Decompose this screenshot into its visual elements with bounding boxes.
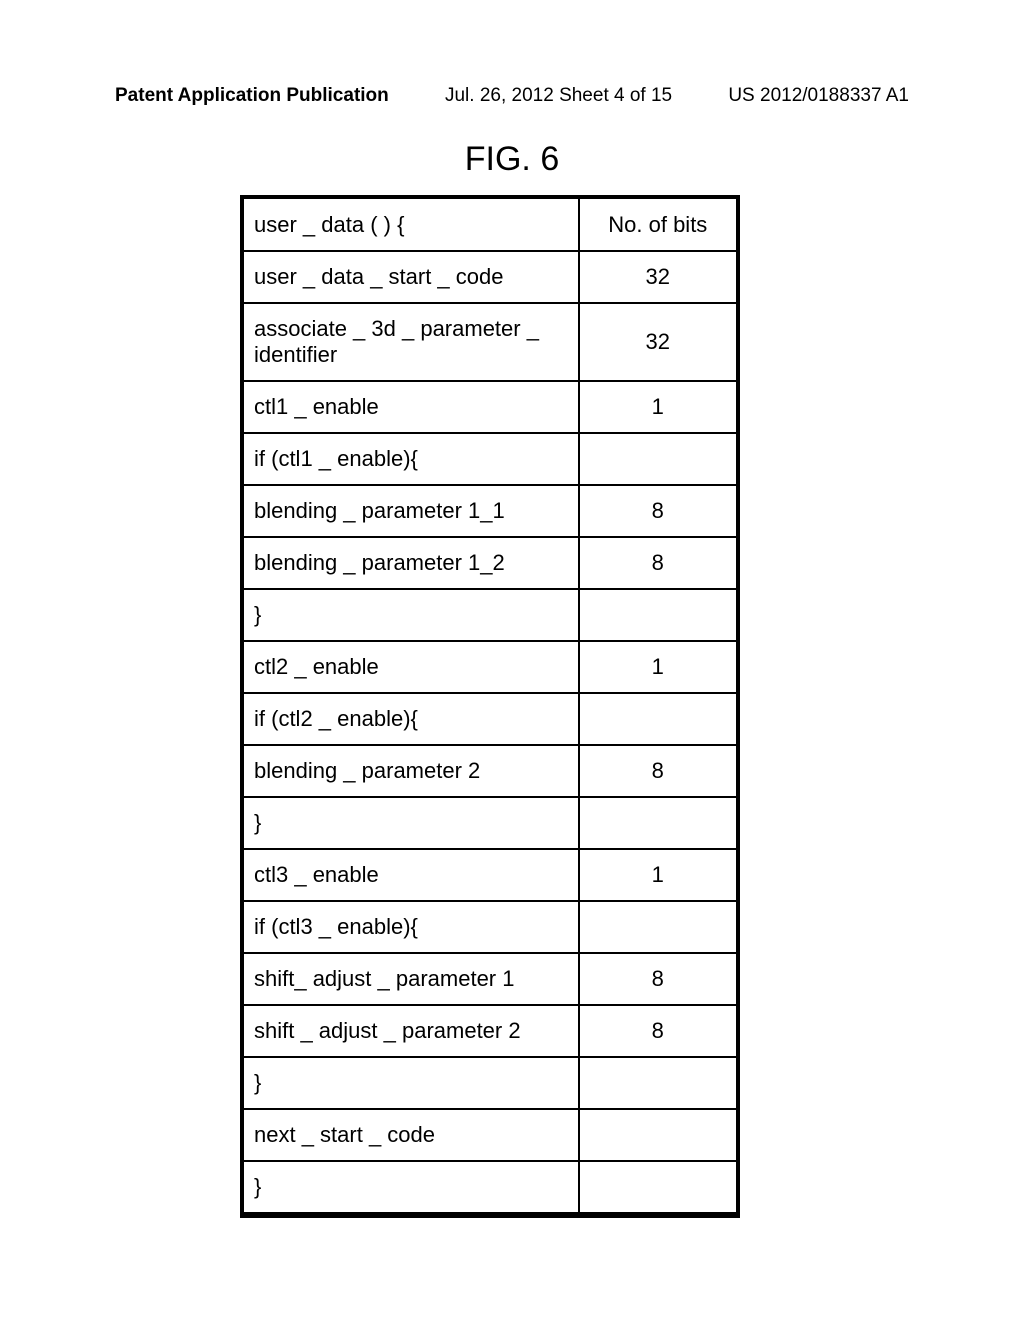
bits-cell — [579, 901, 736, 953]
table-row: blending _ parameter 28 — [244, 745, 736, 797]
syntax-cell: blending _ parameter 1_2 — [244, 537, 579, 589]
bits-cell: 32 — [579, 251, 736, 303]
syntax-table: user _ data ( ) { No. of bits user _ dat… — [240, 195, 740, 1218]
table-header-syntax: user _ data ( ) { — [244, 199, 579, 251]
syntax-cell: shift _ adjust _ parameter 2 — [244, 1005, 579, 1057]
table-row: next _ start _ code — [244, 1109, 736, 1161]
syntax-cell: } — [244, 797, 579, 849]
syntax-cell: if (ctl3 _ enable){ — [244, 901, 579, 953]
bits-cell: 8 — [579, 953, 736, 1005]
bits-cell — [579, 1057, 736, 1109]
syntax-cell: blending _ parameter 1_1 — [244, 485, 579, 537]
table-row: if (ctl1 _ enable){ — [244, 433, 736, 485]
table-row: blending _ parameter 1_18 — [244, 485, 736, 537]
table-row: if (ctl3 _ enable){ — [244, 901, 736, 953]
syntax-cell: next _ start _ code — [244, 1109, 579, 1161]
table-row: ctl2 _ enable1 — [244, 641, 736, 693]
table-row: } — [244, 1057, 736, 1109]
table-row: ctl1 _ enable1 — [244, 381, 736, 433]
syntax-cell: } — [244, 1057, 579, 1109]
bits-cell: 8 — [579, 1005, 736, 1057]
header-sheet-info: Jul. 26, 2012 Sheet 4 of 15 — [445, 85, 672, 107]
table-header-row: user _ data ( ) { No. of bits — [244, 199, 736, 251]
bits-cell — [579, 693, 736, 745]
table-row: blending _ parameter 1_28 — [244, 537, 736, 589]
syntax-cell: if (ctl2 _ enable){ — [244, 693, 579, 745]
table-row: } — [244, 589, 736, 641]
table-header-bits: No. of bits — [579, 199, 736, 251]
table-row: shift _ adjust _ parameter 28 — [244, 1005, 736, 1057]
bits-cell: 1 — [579, 641, 736, 693]
bits-cell: 32 — [579, 303, 736, 381]
syntax-cell: ctl3 _ enable — [244, 849, 579, 901]
table-row: if (ctl2 _ enable){ — [244, 693, 736, 745]
syntax-cell: shift_ adjust _ parameter 1 — [244, 953, 579, 1005]
header-patent-number: US 2012/0188337 A1 — [728, 85, 909, 107]
bits-cell — [579, 797, 736, 849]
figure-title: FIG. 6 — [0, 140, 1024, 179]
syntax-cell: } — [244, 1161, 579, 1213]
bits-cell: 8 — [579, 537, 736, 589]
bits-cell — [579, 433, 736, 485]
bits-cell: 8 — [579, 485, 736, 537]
bits-cell: 1 — [579, 381, 736, 433]
table-row: shift_ adjust _ parameter 18 — [244, 953, 736, 1005]
syntax-cell: blending _ parameter 2 — [244, 745, 579, 797]
table-row: user _ data _ start _ code32 — [244, 251, 736, 303]
page-header: Patent Application Publication Jul. 26, … — [115, 85, 909, 107]
syntax-cell: if (ctl1 _ enable){ — [244, 433, 579, 485]
bits-cell — [579, 1161, 736, 1213]
syntax-cell: user _ data _ start _ code — [244, 251, 579, 303]
bits-cell: 1 — [579, 849, 736, 901]
bits-cell — [579, 589, 736, 641]
header-publication: Patent Application Publication — [115, 85, 389, 107]
table-row: associate _ 3d _ parameter _ identifier3… — [244, 303, 736, 381]
table-row: } — [244, 1161, 736, 1213]
syntax-cell: associate _ 3d _ parameter _ identifier — [244, 303, 579, 381]
table-row: } — [244, 797, 736, 849]
syntax-cell: } — [244, 589, 579, 641]
table-row: ctl3 _ enable1 — [244, 849, 736, 901]
syntax-cell: ctl2 _ enable — [244, 641, 579, 693]
bits-cell — [579, 1109, 736, 1161]
syntax-cell: ctl1 _ enable — [244, 381, 579, 433]
bits-cell: 8 — [579, 745, 736, 797]
